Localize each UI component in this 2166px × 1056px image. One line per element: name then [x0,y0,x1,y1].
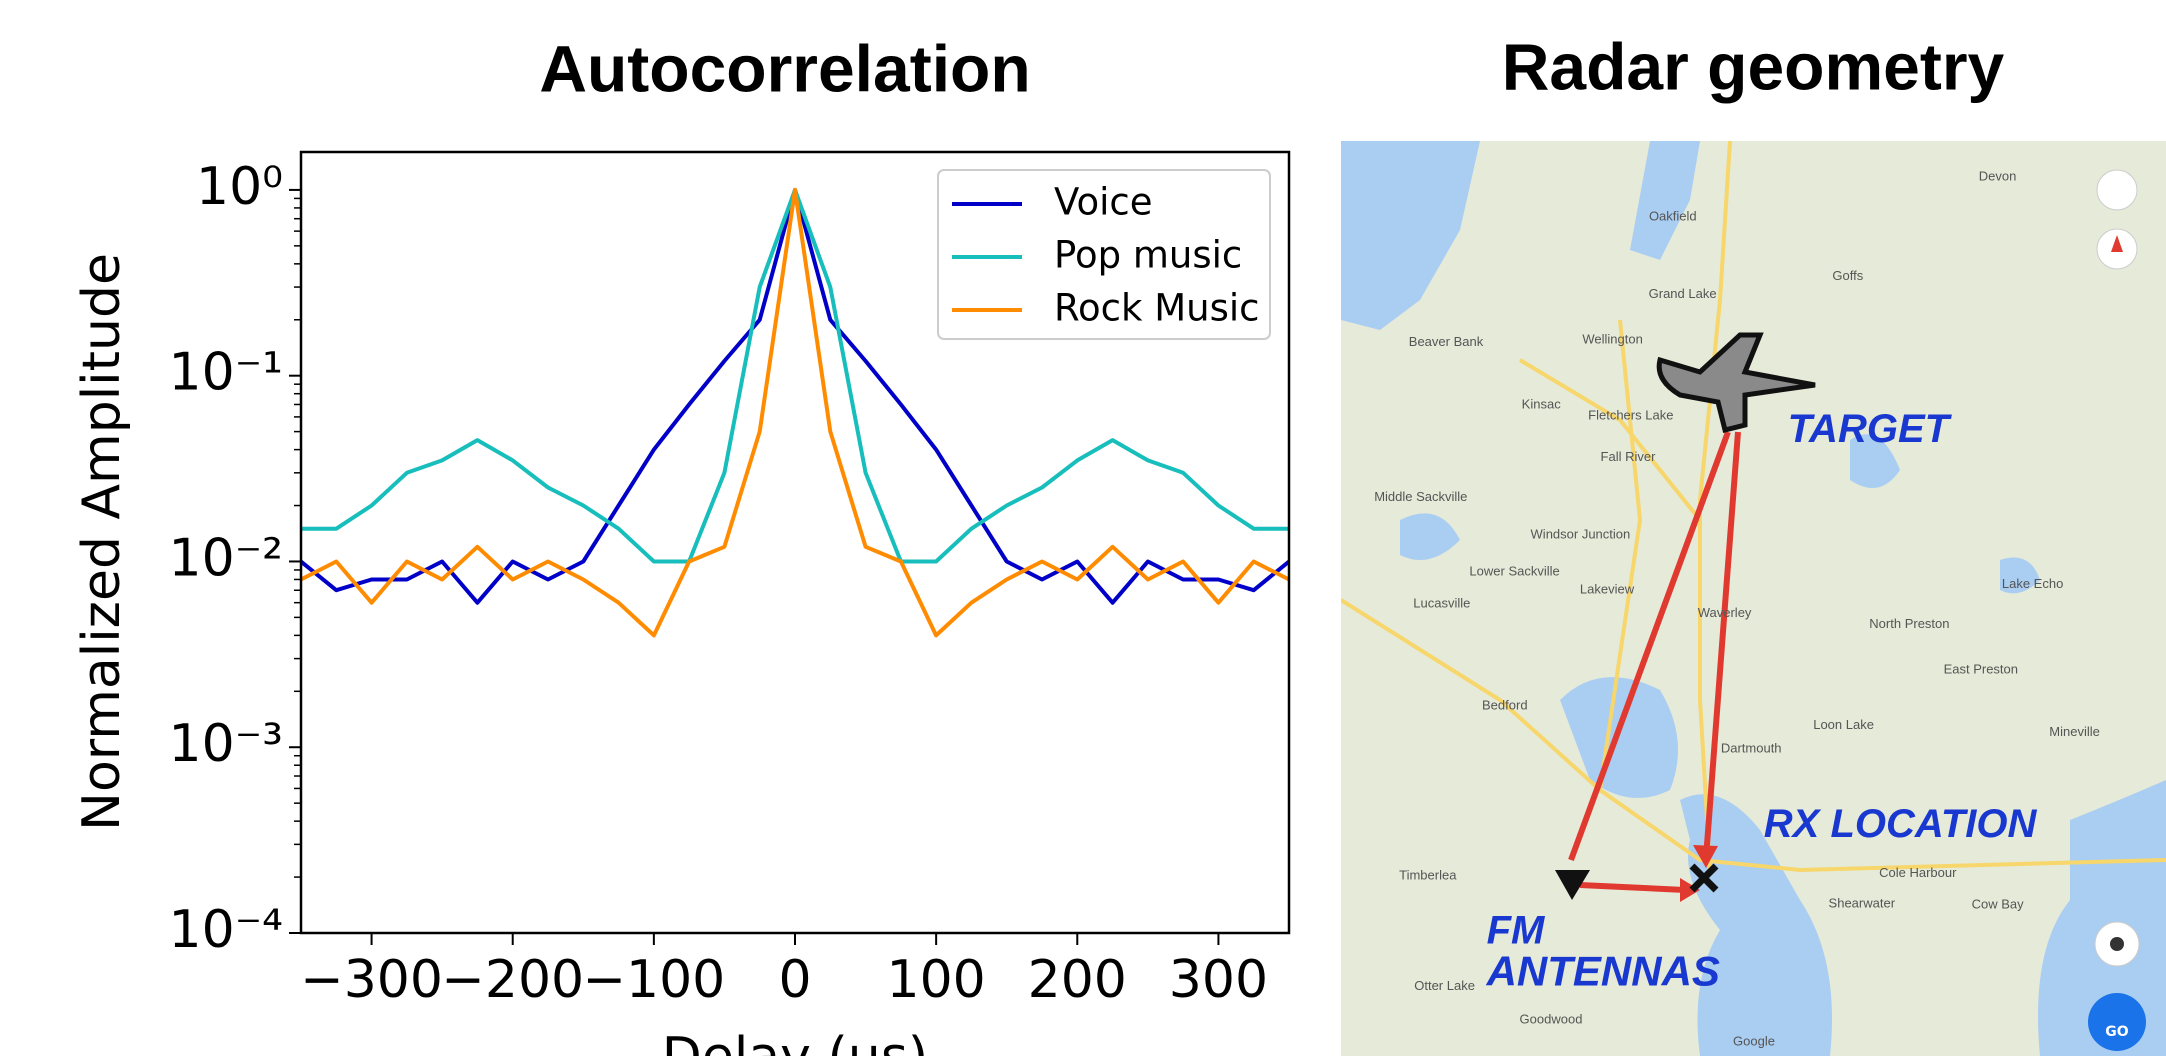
y-tick-label: 10⁻¹ [169,343,283,403]
legend-label: Rock Music [1054,287,1260,330]
layers-button[interactable] [2096,169,2138,211]
y-tick-label: 10⁻³ [169,714,283,774]
path-arrow [1703,431,1741,859]
place-label: Goffs [1832,268,1863,283]
x-tick-label: 200 [1028,950,1127,1010]
water [1850,434,1900,488]
water [1630,141,1700,260]
map-annotation: ANTENNAS [1486,947,1720,994]
go-label: GO [2105,1024,2128,1040]
x-axis-label: Delay (μs) [662,1027,928,1056]
map-annotation: RX LOCATION [1764,802,2038,846]
legend-label: Voice [1054,181,1152,224]
place-label: Google [1733,1034,1775,1049]
place-label: Fall River [1601,449,1657,464]
place-label: Beaver Bank [1409,334,1484,349]
place-label: Cole Harbour [1879,865,1957,880]
fm-antenna-icon [1555,870,1590,900]
water [2000,557,2040,594]
place-label: Timberlea [1399,868,1457,883]
legend-label: Pop music [1054,234,1242,277]
map-annotation: TARGET [1788,407,1953,451]
water [1680,794,1832,1056]
place-label: North Preston [1869,616,1949,631]
x-tick-label: −200 [441,950,584,1010]
arrow-head [1680,878,1700,902]
water [1341,141,1480,330]
series-line [301,187,1289,638]
locate-icon [2110,937,2124,951]
place-label: Waverley [1698,605,1752,620]
place-label: Oakfield [1649,208,1697,223]
y-axis-label: Normalized Amplitude [72,253,132,831]
place-label: Devon [1979,168,2017,183]
y-tick-label: 10⁰ [196,157,283,217]
place-label: Lakeview [1580,582,1635,597]
plot-area: 10⁻⁴ 10⁻³ 10⁻² 10⁻¹ 10⁰ −300−200−100 0 100 200 30… [169,150,1291,1010]
compass-needle [2111,235,2123,252]
y-tick-label: 10⁻² [169,528,283,588]
plot-frame [299,150,1291,935]
place-label: Wellington [1582,331,1642,346]
path-arrow [1568,430,1731,862]
place-label: Windsor Junction [1531,526,1631,541]
map-title: Radar geometry [1502,29,2005,103]
place-label: Goodwood [1520,1011,1583,1026]
series-group [301,187,1289,638]
x-tick-label: −300 [300,950,443,1010]
place-label: Middle Sackville [1374,489,1467,504]
place-label: Lucasville [1413,595,1470,610]
place-label: Mineville [2049,724,2100,739]
map: GO Oakfield Grand Lake Wellington Beaver Ba… [1341,141,2166,1056]
place-label: Fletchers Lake [1588,407,1673,422]
place-label: Loon Lake [1813,717,1874,732]
arrow-head [1693,845,1718,868]
x-tick-label: 100 [887,950,986,1010]
place-label: Cow Bay [1972,897,2025,912]
x-tick-label: 0 [778,950,811,1010]
water [2038,780,2166,1056]
place-label: Shearwater [1829,895,1896,910]
place-label: Bedford [1482,698,1528,713]
place-label: Lower Sackville [1469,564,1559,579]
y-tick-label: 10⁻⁴ [169,900,283,960]
place-label: Otter Lake [1414,978,1475,993]
legend-box [937,169,1271,340]
place-label: Kinsac [1522,396,1562,411]
place-label: Grand Lake [1649,286,1717,301]
place-label: East Preston [1944,662,2018,677]
place-label: Lake Echo [2002,576,2063,591]
water [1400,513,1460,560]
rx-marker [1689,863,1719,893]
x-tick-label: 300 [1169,950,1268,1010]
path-arrow [1579,882,1686,893]
map-annotation: FM [1487,908,1546,952]
chart-title: Autocorrelation [539,31,1030,105]
go-button[interactable] [2088,993,2146,1051]
place-label: Dartmouth [1721,741,1782,756]
target-plane [1656,332,1816,434]
x-tick-label: −100 [582,950,725,1010]
